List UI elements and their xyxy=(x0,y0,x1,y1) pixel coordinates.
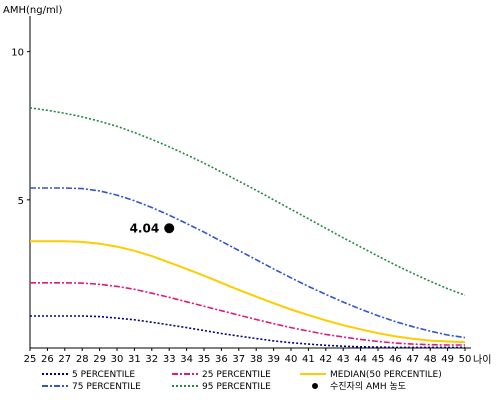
y-tick-label: 10 xyxy=(11,48,24,59)
x-tick-label: 48 xyxy=(424,354,437,365)
legend-label: 5 PERCENTILE xyxy=(72,370,135,380)
x-tick-label: 25 xyxy=(24,354,37,365)
y-tick-label: 5 xyxy=(18,196,24,207)
x-tick-label: 37 xyxy=(232,354,245,365)
legend-label: MEDIAN(50 PERCENTILE) xyxy=(330,370,442,380)
legend-point-swatch xyxy=(312,383,318,389)
x-tick-label: 33 xyxy=(163,354,176,365)
x-tick-label: 42 xyxy=(319,354,332,365)
x-tick-label: 26 xyxy=(41,354,54,365)
x-tick-label: 38 xyxy=(250,354,263,365)
y-axis-title: AMH(ng/ml) xyxy=(3,5,62,16)
x-tick-label: 35 xyxy=(198,354,211,365)
point-value-label: 4.04 xyxy=(130,221,160,235)
series-line xyxy=(30,315,465,349)
x-tick-label: 44 xyxy=(354,354,367,365)
legend-label: 75 PERCENTILE xyxy=(72,382,141,392)
x-tick-label: 46 xyxy=(389,354,402,365)
legend-point-label: 수진자의 AMH 농도 xyxy=(330,381,406,392)
series-line xyxy=(29,107,466,296)
x-tick-label: 47 xyxy=(406,354,419,365)
x-tick-label: 49 xyxy=(441,354,454,365)
series-line xyxy=(30,281,465,346)
x-tick-label: 29 xyxy=(93,354,106,365)
x-tick-label: 27 xyxy=(58,354,71,365)
x-tick-label: 39 xyxy=(267,354,280,365)
patient-point xyxy=(164,223,175,234)
x-axis-title: 나이 xyxy=(473,354,491,366)
x-tick-label: 36 xyxy=(215,354,228,365)
patient-marker: 4.04 xyxy=(130,221,175,235)
legend-label: 25 PERCENTILE xyxy=(202,370,271,380)
series-line xyxy=(30,240,466,344)
legend: 5 PERCENTILE 75 PERCENTILE 25 PERCENTILE 95… xyxy=(42,370,442,392)
x-tick-label: 34 xyxy=(180,354,193,365)
legend-label: 95 PERCENTILE xyxy=(202,382,271,392)
series-lines xyxy=(29,107,466,349)
x-tick-label: 31 xyxy=(128,354,141,365)
x-tick-label: 40 xyxy=(285,354,298,365)
x-tick-label: 45 xyxy=(372,354,385,365)
x-tick-label: 28 xyxy=(76,354,89,365)
axes: 25 26 27 28 29 30 31 32 33 34 35 36 37 38 39 40 41 42 43 44… xyxy=(11,16,471,365)
x-tick-label: 50 xyxy=(459,354,472,365)
x-tick-label: 41 xyxy=(302,354,315,365)
x-tick-label: 30 xyxy=(111,354,124,365)
x-tick-label: 43 xyxy=(337,354,350,365)
series-line xyxy=(30,187,466,339)
x-tick-label: 32 xyxy=(145,354,158,365)
